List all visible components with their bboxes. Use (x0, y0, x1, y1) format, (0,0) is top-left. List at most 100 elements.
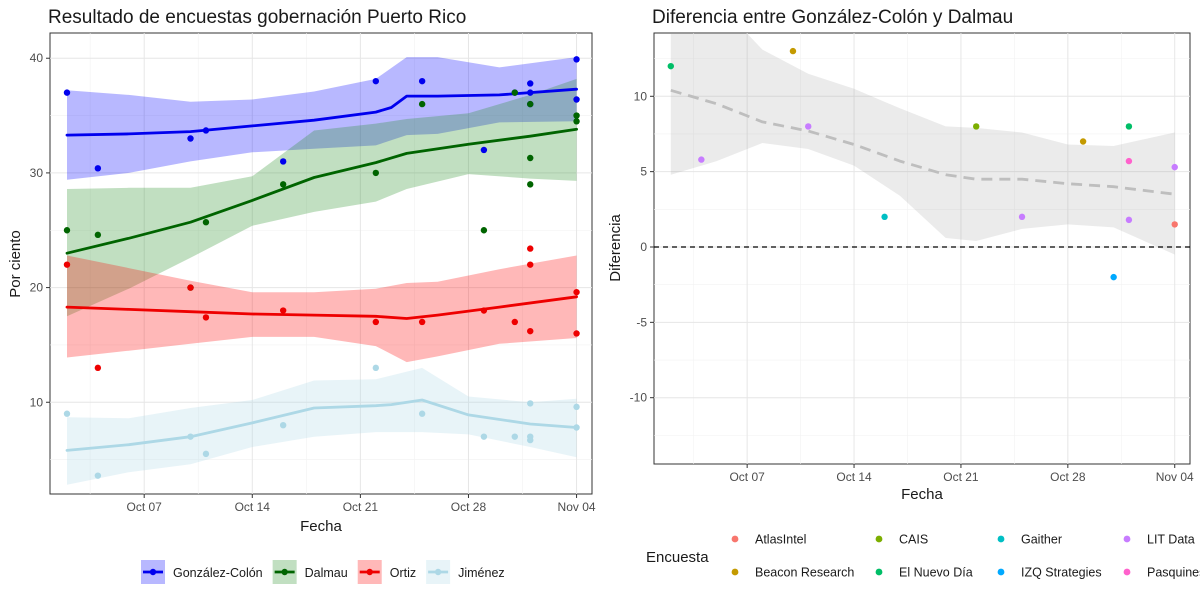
dalmau-legend-key-point (281, 568, 288, 576)
left-legend: González-Colón Dalmau Ortiz Jiménez (141, 560, 505, 584)
ortiz-legend-label: Ortiz (390, 566, 416, 580)
ortiz-legend-key-point (366, 568, 373, 576)
jimenez-point (94, 472, 102, 479)
beacon-research-legend-key (731, 568, 739, 576)
lit-data-point (805, 123, 812, 130)
right-y-tick-label: 0 (640, 240, 647, 254)
dalmau-point (527, 100, 534, 108)
left-x-tick-label: Oct 28 (451, 500, 487, 514)
gonzalez-colon-point (573, 56, 580, 63)
difference-trend-line (670, 88, 1175, 196)
ortiz-point (480, 307, 488, 314)
dalmau-point (480, 227, 488, 234)
izq-strategies-legend-key (997, 568, 1005, 576)
right-data-points (667, 47, 1178, 281)
jimenez-legend-key-point (434, 568, 442, 576)
dalmau-point (573, 118, 580, 125)
ortiz-point (372, 318, 380, 326)
right-y-ticks: -10 -5 0 5 10 (630, 89, 654, 405)
right-confidence-band (670, 33, 1175, 255)
left-chart-title: Resultado de encuestas gobernación Puert… (48, 7, 466, 28)
left-y-tick-label: 20 (30, 281, 44, 295)
dalmau-point (573, 112, 580, 119)
jimenez-point (527, 400, 534, 407)
cais-legend-key (875, 535, 883, 543)
dalmau-point (279, 181, 287, 188)
dalmau-point (511, 89, 518, 96)
right-x-tick-label: Oct 14 (836, 470, 872, 484)
dalmau-point (527, 181, 534, 188)
right-y-tick-label: -5 (636, 315, 647, 329)
left-chart: Resultado de encuestas gobernación Puert… (7, 7, 596, 584)
dalmau-point (418, 100, 426, 108)
left-y-ticks: 10 20 30 40 (30, 51, 50, 409)
atlasintel-legend-key (731, 535, 739, 543)
jimenez-point (511, 433, 518, 440)
left-trend-lines (65, 87, 578, 452)
lit-data-legend-label: LIT Data (1147, 533, 1195, 547)
gonzalez-colon-point (372, 77, 380, 85)
el-nuevo-dia-point (1125, 123, 1133, 130)
right-chart-title: Diferencia entre González-Colón y Dalmau (652, 7, 1013, 28)
left-y-tick-label: 40 (30, 51, 44, 65)
left-confidence-bands (67, 57, 577, 485)
ortiz-point (202, 314, 210, 321)
right-gridlines (654, 33, 1190, 464)
right-x-tick-label: Nov 04 (1156, 470, 1194, 484)
jimenez-legend-label: Jiménez (458, 566, 505, 580)
right-x-ticks: Oct 07 Oct 14 Oct 21 Oct 28 Nov 04 (729, 464, 1194, 484)
beacon-research-point (789, 47, 797, 55)
right-x-tick-label: Oct 07 (729, 470, 765, 484)
left-x-tick-label: Oct 07 (127, 500, 163, 514)
izq-strategies-point (1110, 273, 1117, 281)
el-nuevo-dia-legend-label: El Nuevo Día (899, 566, 973, 580)
ortiz-point (573, 330, 580, 337)
left-x-tick-label: Nov 04 (558, 500, 596, 514)
gonzalez-colon-legend-label: González-Colón (173, 566, 263, 580)
right-x-axis-label: Fecha (901, 486, 943, 503)
ortiz-point (187, 284, 194, 291)
difference-confidence-band (670, 33, 1175, 255)
cais-legend-label: CAIS (899, 533, 928, 547)
dalmau-point (94, 231, 102, 239)
left-y-axis-label: Por ciento (7, 230, 24, 298)
lit-data-point (1171, 163, 1178, 171)
left-data-points (63, 56, 580, 479)
ortiz-point (94, 364, 102, 372)
beacon-research-point (1079, 138, 1087, 145)
gonzalez-colon-legend-key-point (149, 568, 157, 576)
atlasintel-legend-label: AtlasIntel (755, 533, 806, 547)
right-x-tick-label: Oct 21 (943, 470, 979, 484)
left-x-ticks: Oct 07 Oct 14 Oct 21 Oct 28 Nov 04 (127, 494, 596, 514)
right-x-tick-label: Oct 28 (1050, 470, 1086, 484)
ortiz-point (511, 318, 518, 326)
gonzalez-colon-point (527, 80, 534, 87)
left-x-tick-label: Oct 14 (235, 500, 271, 514)
left-x-tick-label: Oct 21 (343, 500, 379, 514)
jimenez-trend-line (65, 398, 578, 452)
left-y-tick-label: 10 (30, 395, 44, 409)
ortiz-point (63, 261, 71, 268)
gaither-point (881, 213, 888, 221)
jimenez-point (573, 403, 580, 411)
dalmau-legend-label: Dalmau (305, 566, 348, 580)
jimenez-confidence-band (67, 367, 577, 485)
gonzalez-colon-point (279, 158, 287, 165)
gonzalez-colon-point (480, 146, 488, 154)
lit-data-point (1125, 216, 1133, 224)
ortiz-point (279, 307, 287, 314)
lit-data-point (1018, 213, 1026, 221)
izq-strategies-legend-label: IZQ Strategies (1021, 566, 1102, 580)
right-legend-title: Encuesta (646, 549, 709, 566)
ortiz-point (527, 245, 534, 252)
gonzalez-colon-trend-line (65, 87, 578, 137)
ortiz-trend-line (65, 295, 578, 320)
jimenez-point (573, 424, 580, 431)
lit-data-legend-key (1123, 535, 1131, 543)
right-y-tick-label: 5 (640, 165, 647, 179)
pasquines-legend-key (1123, 568, 1131, 576)
ortiz-point (418, 318, 426, 326)
gonzalez-colon-point (573, 96, 580, 103)
gonzalez-colon-point (418, 77, 426, 85)
